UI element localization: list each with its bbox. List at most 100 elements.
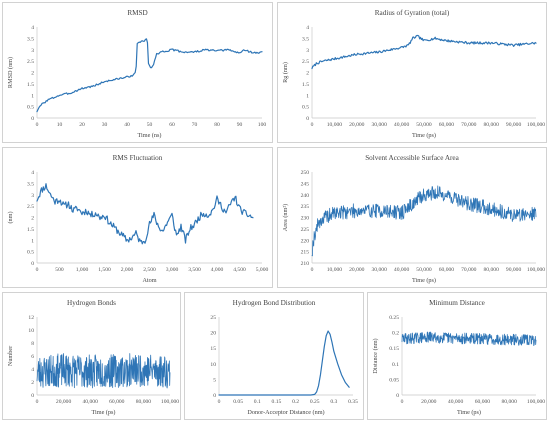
y-tick-label: 1.5	[27, 82, 34, 88]
y-tick-label: 10	[28, 328, 34, 334]
x-tick-label: 20,000	[349, 122, 365, 128]
y-tick-label: 4	[31, 25, 34, 31]
mindist-panel: Minimum Distance 0 20,000 40,000 60,000 80,00…	[367, 292, 547, 420]
y-tick-label: 1	[31, 238, 34, 244]
x-axis-label: Donor-Acceptor Distance (nm)	[247, 409, 324, 416]
y-tick-label: 0.5	[302, 105, 309, 111]
chart-title: Solvent Accessible Surface Area	[365, 154, 459, 162]
x-tick-label: 100,000	[527, 399, 545, 405]
y-tick-label: 0.1	[392, 362, 399, 368]
x-axis-label: Time (ps)	[91, 409, 115, 416]
x-tick-label: 80,000	[136, 399, 152, 405]
x-tick-label: 0.35	[348, 399, 358, 405]
x-tick-label: 30	[102, 122, 108, 128]
x-tick-label: 0	[401, 399, 404, 405]
hbonds-panel: Hydrogen Bonds 0 20,000 40,000 60,000 80,000 1…	[2, 292, 181, 420]
x-tick-label: 10	[57, 122, 63, 128]
rmsf-series-line	[36, 183, 254, 245]
y-tick-label: 2	[31, 71, 34, 77]
y-tick-label: 8	[31, 341, 34, 347]
x-tick-label: 4,000	[211, 267, 224, 273]
y-tick-label: 3	[306, 48, 309, 54]
chart-title: Minimum Distance	[429, 299, 485, 307]
x-tick-label: 2,500	[143, 267, 156, 273]
hbonds-chart: Hydrogen Bonds 0 20,000 40,000 60,000 80,000 1…	[7, 299, 179, 416]
y-tick-label: 6	[31, 354, 34, 360]
y-tick-label: 3.5	[27, 36, 34, 42]
mindist-series-line	[401, 331, 537, 347]
y-tick-label: 235	[301, 204, 310, 210]
x-tick-label: 2,000	[121, 267, 134, 273]
x-tick-label: 40,000	[394, 267, 410, 273]
x-tick-label: 70,000	[461, 267, 477, 273]
x-tick-label: 40,000	[448, 399, 464, 405]
x-tick-label: 0	[311, 122, 314, 128]
y-tick-label: 10	[210, 362, 216, 368]
y-tick-label: 0	[31, 116, 34, 122]
x-tick-label: 80,000	[502, 399, 518, 405]
x-tick-label: 70,000	[461, 122, 477, 128]
x-tick-label: 80	[214, 122, 220, 128]
x-tick-label: 500	[55, 267, 64, 273]
y-tick-label: 1	[31, 93, 34, 99]
x-tick-label: 80,000	[484, 267, 500, 273]
rmsd-panel: RMSD 0 10 20 30 40 50 60 70 80 90 100 0 0.5 1 1.5 2 2.5 3 3…	[2, 2, 273, 143]
x-tick-label: 0.2	[292, 399, 299, 405]
x-tick-label: 4,500	[233, 267, 246, 273]
y-tick-label: 2	[31, 380, 34, 386]
y-tick-label: 225	[301, 227, 310, 233]
x-tick-label: 0	[311, 267, 314, 273]
x-tick-label: 50	[147, 122, 153, 128]
x-axis-label: Time (ps)	[412, 132, 436, 139]
y-tick-label: 1.5	[27, 227, 34, 233]
y-tick-label: 3	[31, 193, 34, 199]
x-tick-label: 50,000	[416, 122, 432, 128]
x-tick-label: 20,000	[56, 399, 72, 405]
x-tick-label: 50,000	[416, 267, 432, 273]
y-axis-label: Area (nm²)	[282, 204, 289, 231]
hbonds-series-line	[36, 353, 171, 389]
y-tick-label: 2.5	[302, 59, 309, 65]
x-tick-label: 90,000	[506, 122, 522, 128]
x-tick-label: 100,000	[161, 399, 179, 405]
x-tick-label: 20,000	[421, 399, 437, 405]
y-tick-label: 0.5	[27, 250, 34, 256]
x-tick-label: 60,000	[439, 267, 455, 273]
sasa-series-line	[311, 185, 537, 257]
y-tick-label: 1.5	[302, 82, 309, 88]
y-tick-label: 0.15	[389, 346, 399, 352]
y-tick-label: 3	[31, 48, 34, 54]
x-tick-label: 5,000	[256, 267, 269, 273]
x-tick-label: 10,000	[327, 122, 343, 128]
y-tick-label: 2	[31, 216, 34, 222]
chart-title: Hydrogen Bonds	[67, 299, 116, 307]
y-tick-label: 230	[301, 216, 310, 222]
x-tick-label: 40	[124, 122, 130, 128]
y-tick-label: 2	[306, 71, 309, 77]
y-tick-label: 4	[31, 367, 34, 373]
chart-title: Hydrogen Bond Distribution	[233, 299, 316, 307]
x-tick-label: 60,000	[475, 399, 491, 405]
x-axis-label: Atom	[142, 277, 156, 284]
y-tick-label: 210	[301, 261, 310, 267]
rmsd-series-line	[36, 38, 263, 113]
x-tick-label: 30,000	[372, 122, 388, 128]
x-tick-label: 0.05	[233, 399, 243, 405]
x-tick-label: 100,000	[527, 122, 545, 128]
x-tick-label: 20,000	[349, 267, 365, 273]
hbdist-panel: Hydrogen Bond Distribution 0 0.05 0.1 0.15 0.…	[184, 292, 364, 420]
y-tick-label: 20	[210, 331, 216, 337]
y-tick-label: 4	[306, 25, 309, 31]
y-tick-label: 0.25	[389, 315, 399, 321]
x-tick-label: 30,000	[372, 267, 388, 273]
y-axis-label: Distance (nm)	[372, 338, 379, 373]
y-tick-label: 0.05	[389, 377, 399, 383]
sasa-panel: Solvent Accessible Surface Area 0 10,000 20…	[277, 147, 547, 288]
rmsf-chart: RMS Fluctuation 0 500 1,000 1,500 2,000 2,500 3…	[7, 154, 269, 284]
x-tick-label: 0.1	[254, 399, 261, 405]
x-tick-label: 80,000	[484, 122, 500, 128]
x-tick-label: 0	[36, 399, 39, 405]
y-axis-label: Rg (nm)	[282, 62, 289, 83]
y-tick-label: 2.5	[27, 59, 34, 65]
y-tick-label: 3.5	[302, 36, 309, 42]
